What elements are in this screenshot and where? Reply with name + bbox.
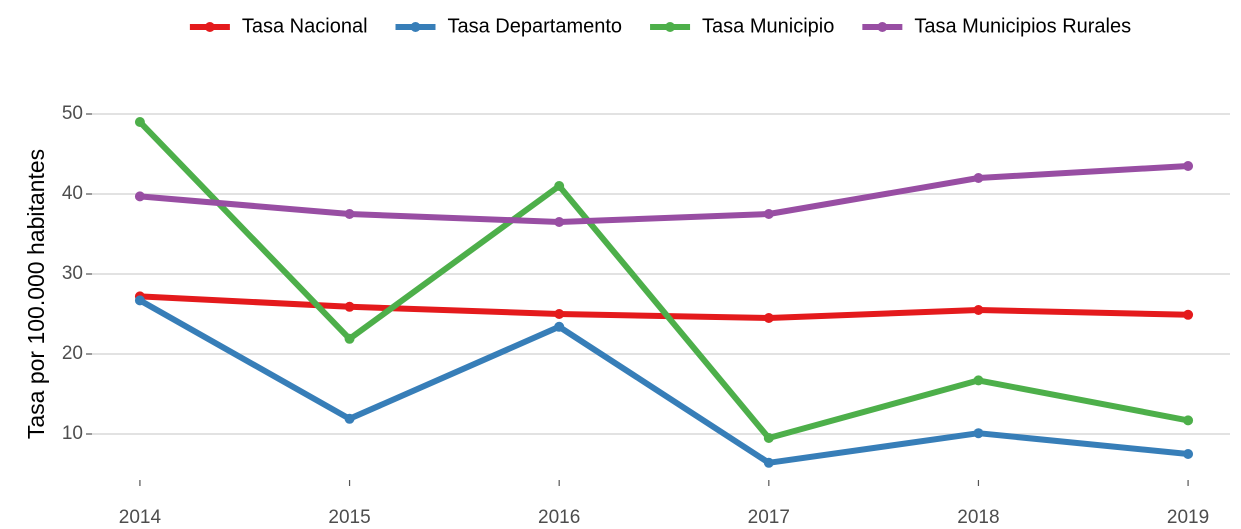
- y-tick-label: 20: [62, 343, 83, 364]
- data-point: [763, 457, 774, 468]
- data-point: [1183, 309, 1194, 320]
- legend-label: Tasa Municipios Rurales: [914, 15, 1131, 37]
- y-tick-label: 50: [62, 103, 83, 124]
- x-tick-label: 2018: [957, 507, 999, 528]
- x-tick-label: 2014: [119, 507, 162, 528]
- grid: [92, 113, 1230, 435]
- legend-swatch-dot: [877, 22, 888, 32]
- y-tick-label: 10: [62, 423, 83, 444]
- data-point: [344, 301, 355, 312]
- data-point: [134, 117, 145, 127]
- legend-label: Tasa Departamento: [448, 15, 623, 37]
- legend-item: Tasa Departamento: [395, 15, 623, 37]
- x-tick-label: 2016: [538, 507, 580, 528]
- data-point: [973, 173, 984, 183]
- data-point: [1183, 415, 1194, 426]
- data-point: [1183, 449, 1194, 459]
- data-point: [134, 295, 145, 306]
- data-point: [134, 191, 145, 202]
- data-point: [763, 209, 774, 219]
- data-point: [973, 375, 984, 386]
- legend-label: Tasa Nacional: [242, 15, 368, 37]
- data-point: [554, 321, 565, 332]
- data-point: [344, 209, 355, 219]
- data-point: [973, 428, 984, 439]
- y-tick-label: 30: [62, 263, 83, 284]
- legend: Tasa Nacional Tasa Departamento Tasa Munic…: [189, 15, 1131, 37]
- legend-item: Tasa Municipio: [650, 15, 834, 37]
- series-line: [138, 297, 1189, 466]
- series-line: [139, 163, 1189, 225]
- legend-label: Tasa Municipio: [702, 15, 834, 37]
- y-tick-label: 40: [62, 183, 83, 204]
- data-point: [763, 313, 774, 323]
- y-axis-label: Tasa por 100.000 habitantes: [23, 149, 49, 439]
- data-point: [554, 309, 565, 319]
- x-tick-label: 2017: [748, 507, 790, 528]
- data-point: [344, 333, 355, 344]
- data-point: [344, 413, 355, 424]
- x-tick-label: 2015: [328, 507, 370, 528]
- data-point: [554, 217, 565, 227]
- data-point: [763, 433, 774, 443]
- series-line: [137, 119, 1189, 441]
- data-point: [973, 305, 984, 315]
- legend-swatch-dot: [410, 22, 421, 32]
- x-tick-label: 2019: [1167, 507, 1209, 528]
- data-point: [1183, 161, 1194, 171]
- data-point: [554, 181, 565, 191]
- legend-swatch-dot: [204, 22, 215, 32]
- legend-item: Tasa Nacional: [189, 15, 368, 37]
- legend-item: Tasa Municipios Rurales: [862, 15, 1131, 37]
- legend-swatch-dot: [665, 22, 676, 32]
